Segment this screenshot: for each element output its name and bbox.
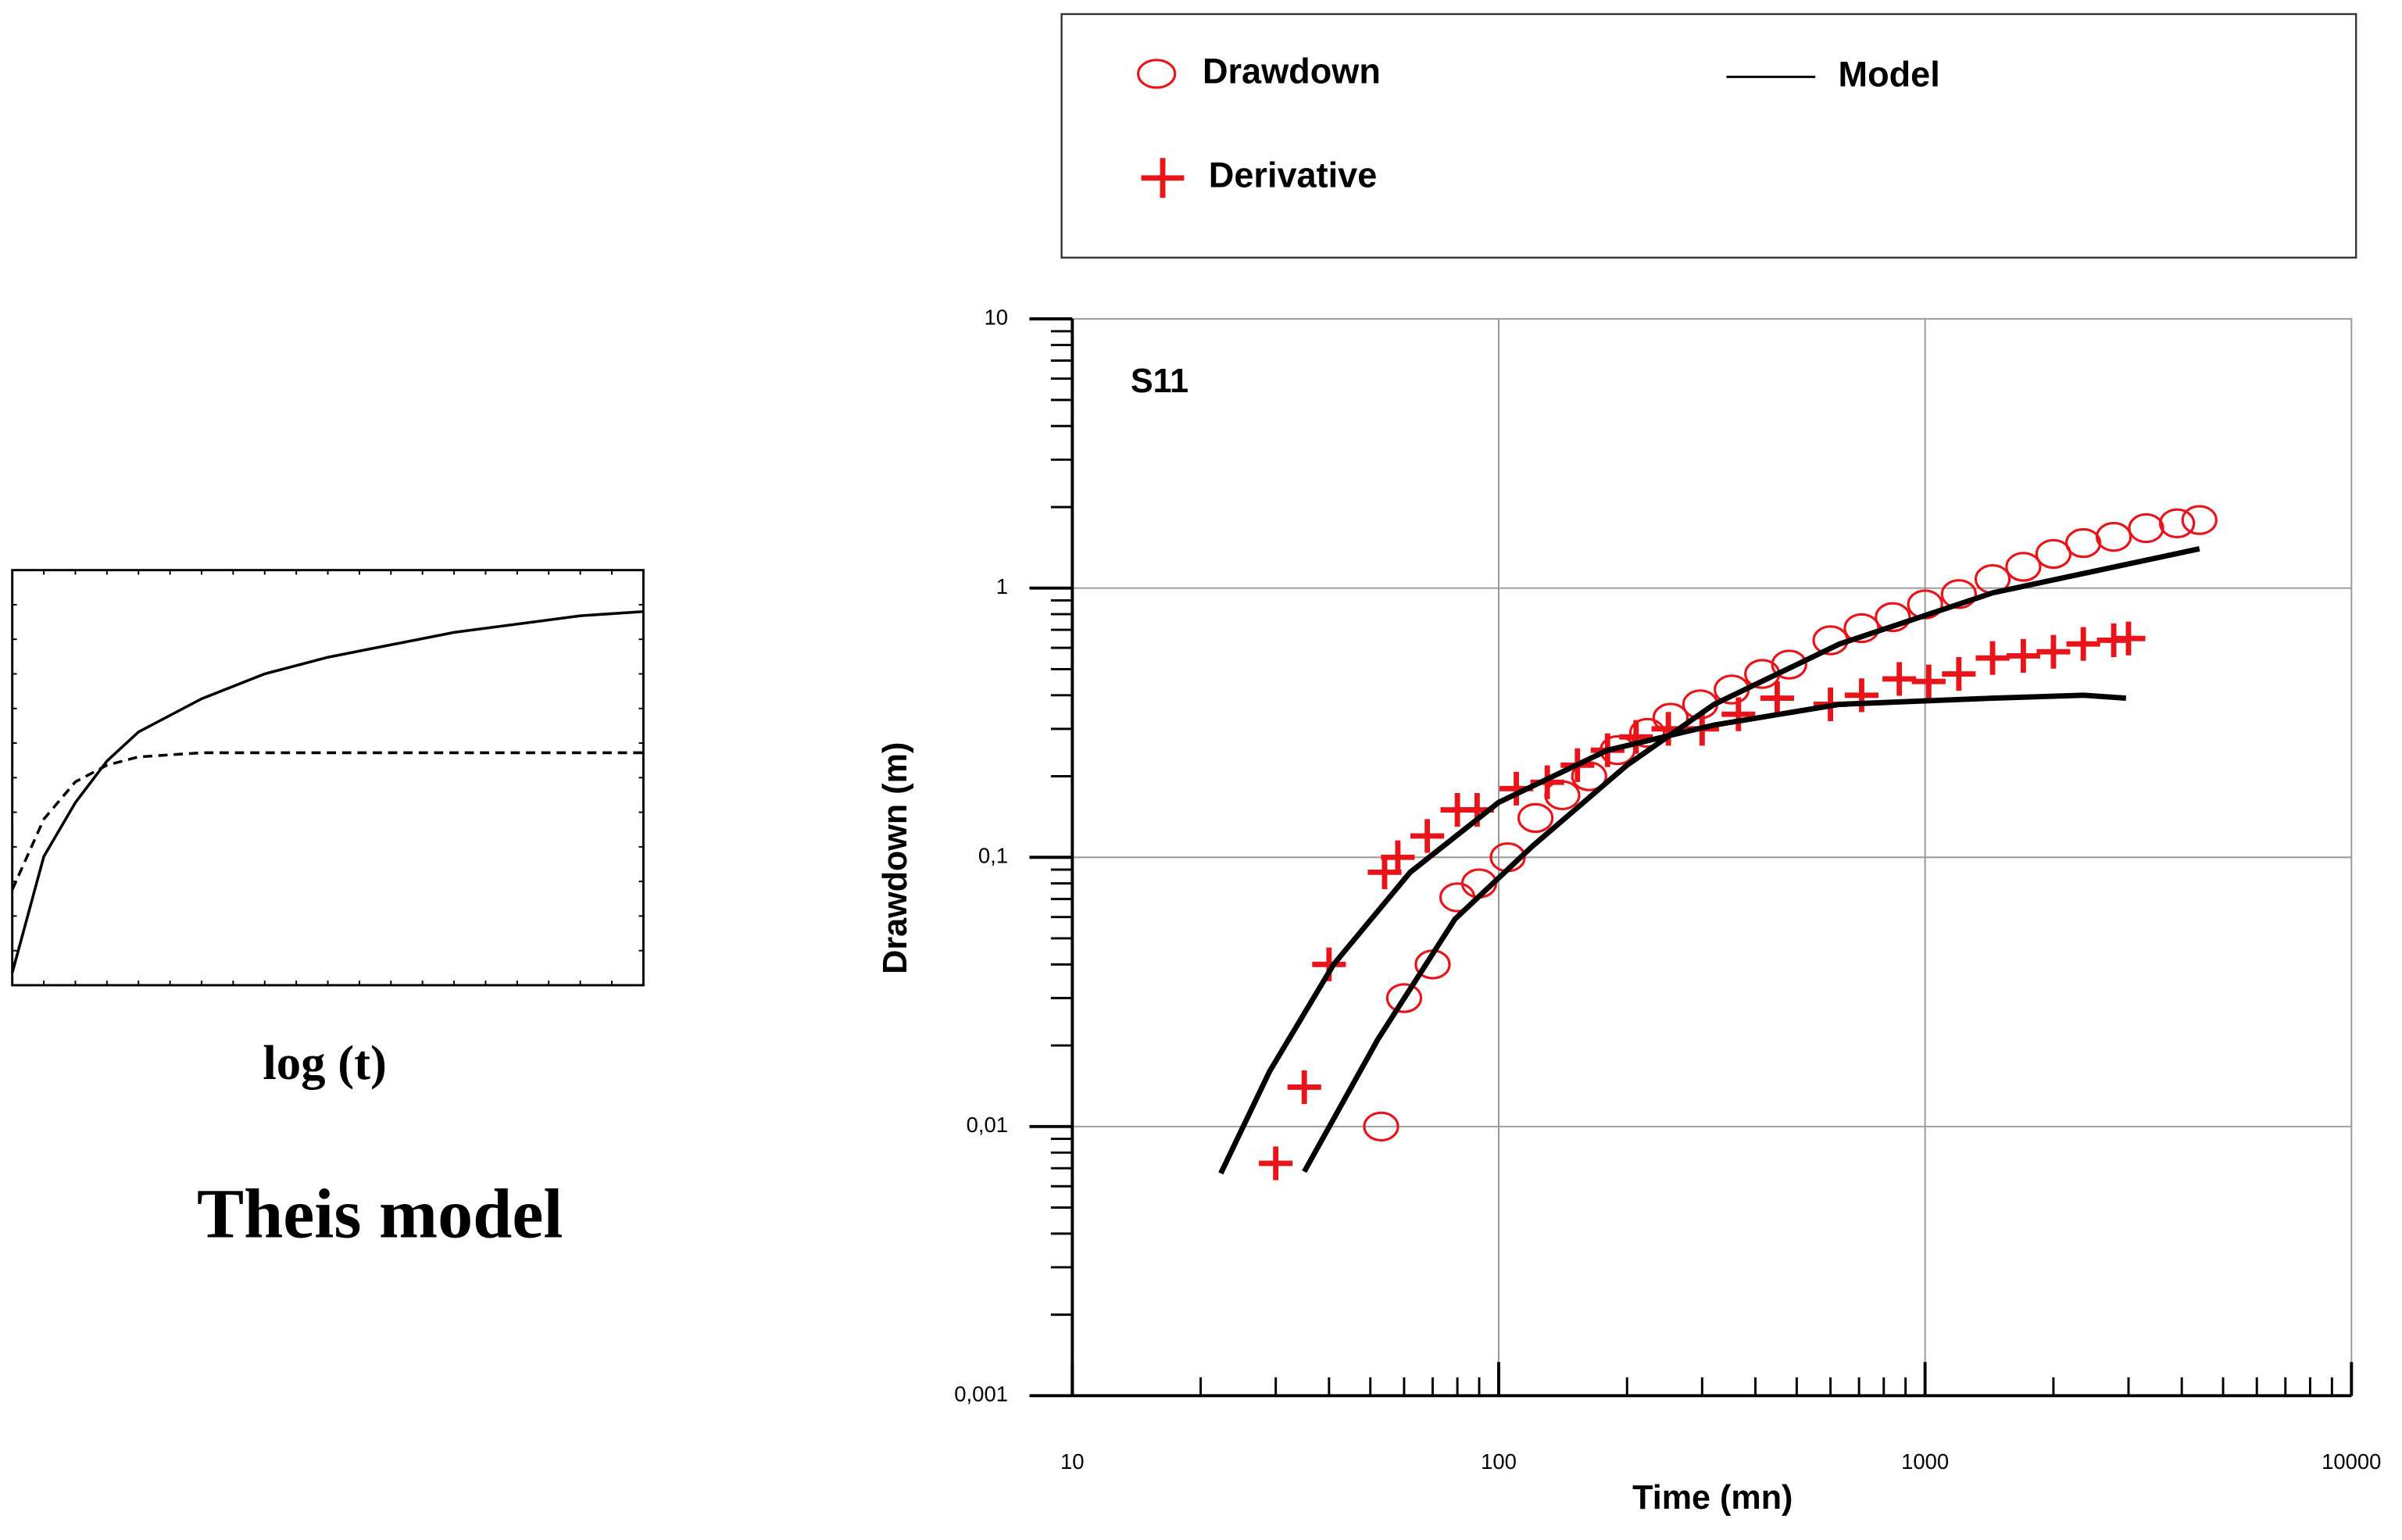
x-axis-label: Time (mn) (1632, 1479, 1793, 1517)
y-tick-label: 0,001 (954, 1382, 1008, 1406)
drawdown-point (2128, 513, 2164, 544)
derivative-point (1381, 840, 1415, 874)
drawdown-point (1875, 602, 1911, 633)
x-axis-label: log (t) (263, 1035, 386, 1090)
drawdown-point (1363, 1111, 1399, 1142)
legend-label: Model (1839, 54, 1940, 94)
drawdown-point (1843, 613, 1880, 644)
drawdown-point (2064, 527, 2102, 559)
y-axis-label: Drawdown (m) (877, 742, 914, 974)
curve (10, 610, 644, 974)
x-tick-label: 10000 (2322, 1449, 2381, 1474)
y-tick-label: 1 (996, 574, 1008, 598)
y-tick-label: 10 (984, 305, 1008, 329)
drawdown-point (2095, 521, 2132, 552)
drawdown-point (1385, 983, 1423, 1013)
drawdown-point (1517, 802, 1554, 834)
x-tick-label: 100 (1481, 1449, 1517, 1474)
drawdown-point (1771, 649, 1807, 680)
derivative-point (1942, 656, 1976, 691)
derivative-point (1259, 1146, 1293, 1181)
derivative-point (1410, 819, 1445, 853)
derivative-point (1844, 678, 1879, 713)
derivative-point (2066, 627, 2100, 661)
legend-label: Derivative (1209, 155, 1378, 195)
derivative-point (1975, 641, 2010, 675)
y-tick-label: 0,01 (967, 1113, 1008, 1137)
legend-box (1060, 13, 2357, 259)
annotation: S11 (1131, 363, 1188, 400)
derivative-point (2111, 621, 2146, 656)
derivative-point (1882, 662, 1917, 696)
derivative-point (1721, 697, 1756, 731)
x-tick-label: 1000 (1901, 1449, 1949, 1474)
legend-symbol (1137, 59, 1177, 89)
drawdown-point (1628, 717, 1666, 749)
drawdown-point (2035, 538, 2072, 570)
model-curve (1218, 692, 2127, 1175)
derivative-point (1911, 664, 1946, 699)
y-tick-label: 0,1 (978, 843, 1008, 867)
derivative-point (1619, 720, 1653, 754)
legend-symbol (1141, 158, 1185, 198)
drawdown-point (1940, 579, 1977, 609)
chart-title: Theis model (197, 1175, 563, 1253)
curve (11, 751, 644, 891)
x-tick-label: 10 (1060, 1449, 1085, 1474)
derivative-point (1760, 681, 1794, 716)
derivative-point (2006, 638, 2040, 674)
derivative-point (1287, 1070, 1321, 1105)
derivative-point (2036, 634, 2071, 669)
legend-label: Drawdown (1203, 51, 1381, 91)
drawdown-point (2005, 552, 2042, 582)
drawdown-point (2181, 505, 2218, 535)
drawdown-point (2159, 508, 2196, 539)
